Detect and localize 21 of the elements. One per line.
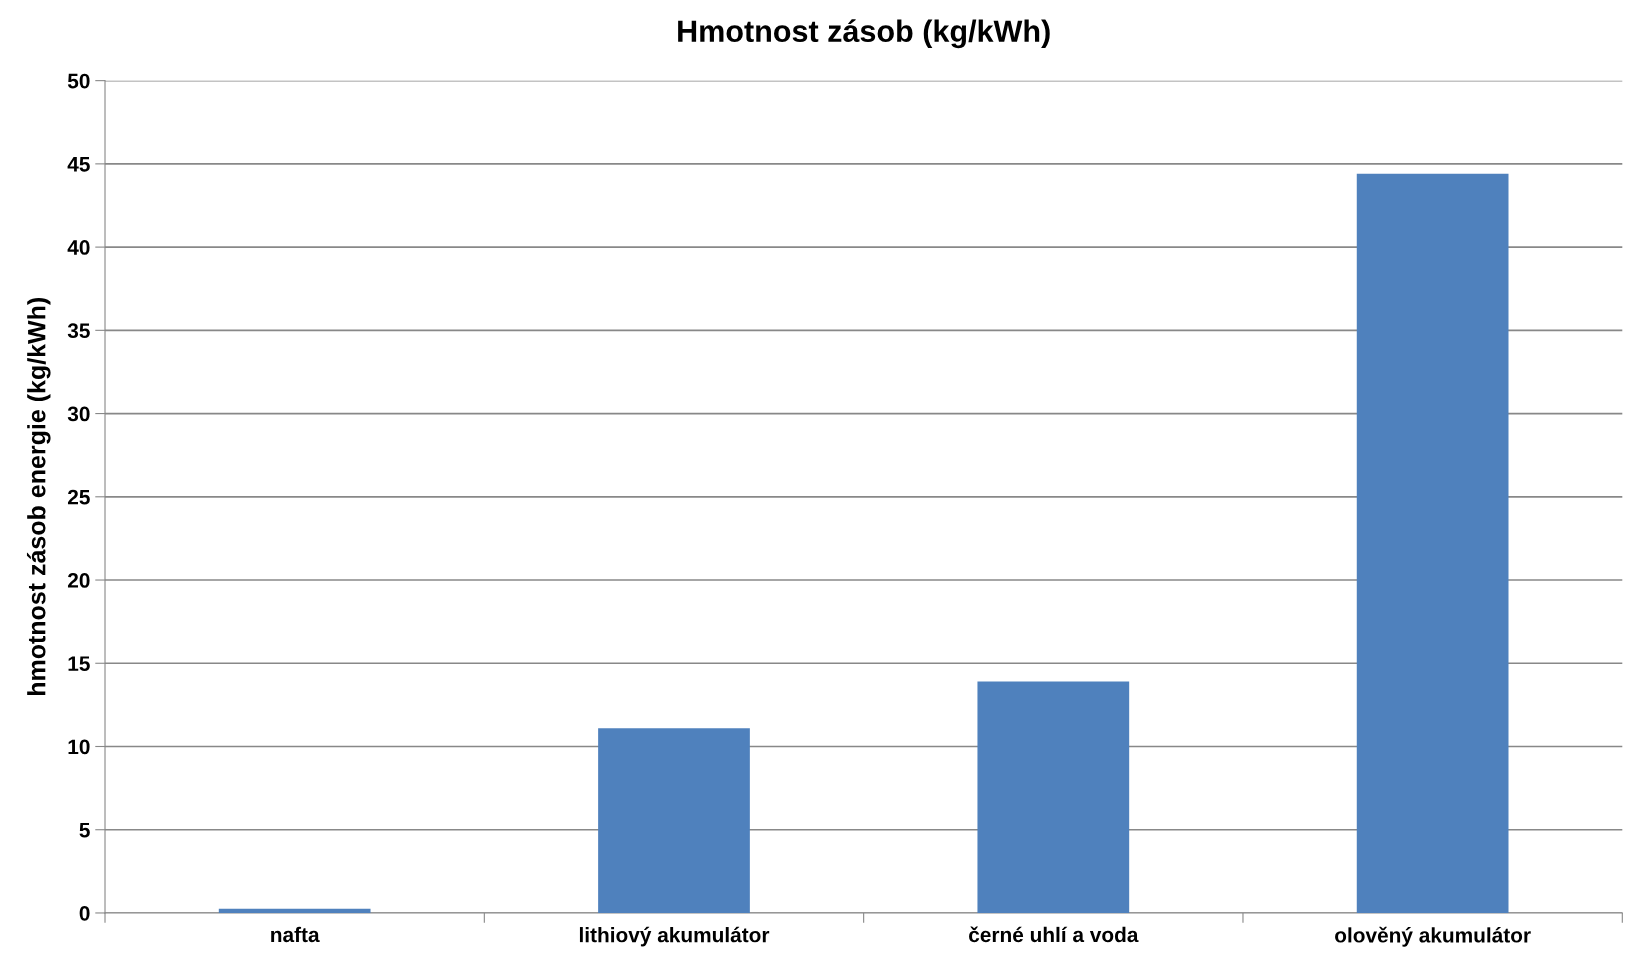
y-tick-label: 25 — [67, 489, 90, 505]
y-tick-label: 5 — [79, 822, 90, 838]
y-tick-label: 15 — [68, 656, 90, 672]
bar — [218, 908, 371, 913]
x-tick-label: černé uhlí a voda — [969, 926, 1139, 943]
y-tick-label: 50 — [67, 73, 90, 89]
bar — [1356, 173, 1509, 913]
y-axis-title: hmotnost zásob energie (kg/kWh) — [26, 298, 51, 696]
x-tick-label: lithiový akumulátor — [579, 926, 770, 947]
bar — [598, 728, 750, 913]
y-tick-label: 10 — [68, 739, 90, 755]
x-tick-label: nafta — [271, 926, 320, 943]
x-tick-label: olověný akumulátor — [1335, 926, 1531, 947]
bar — [977, 681, 1130, 913]
y-tick-label: 40 — [67, 240, 90, 255]
y-tick-label: 30 — [67, 406, 90, 422]
chart-title: Hmotnost zásob (kg/kWh) — [678, 19, 1050, 49]
y-tick-label: 35 — [67, 323, 90, 339]
y-tick-label: 45 — [67, 157, 90, 172]
y-tick-label: 0 — [79, 905, 90, 921]
y-tick-label: 20 — [67, 573, 90, 588]
